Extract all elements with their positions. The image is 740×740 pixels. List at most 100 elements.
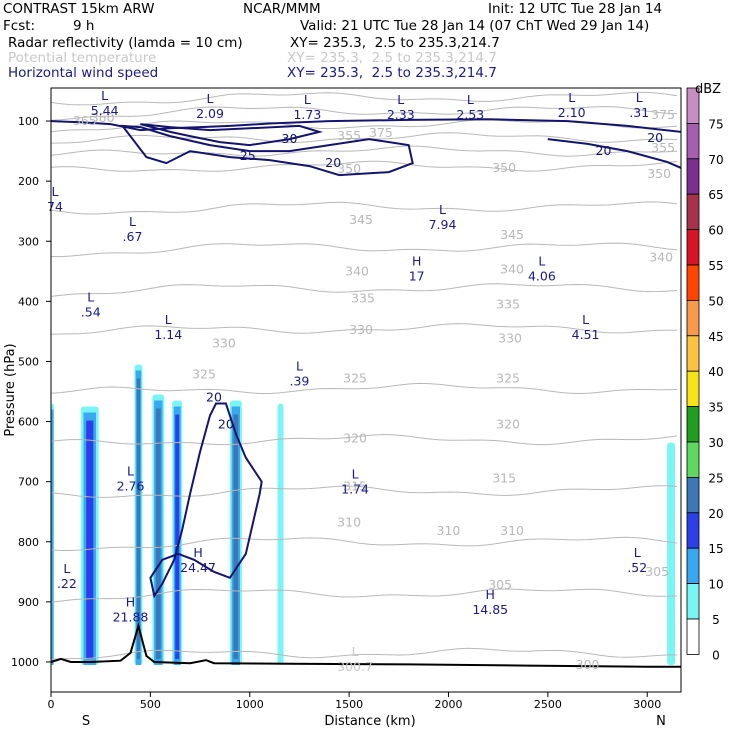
- colorbar-swatch: [686, 123, 700, 160]
- wind-label: 30: [282, 131, 298, 146]
- colorbar-tick-label: 10: [708, 578, 723, 592]
- theta-label: 300: [576, 657, 600, 672]
- wind-label: 20: [647, 130, 663, 145]
- theta-label: 375: [651, 107, 675, 122]
- theta-label: 360: [91, 110, 115, 125]
- y-tick-label: 200: [18, 175, 39, 188]
- extremum-value: 14.85: [472, 602, 508, 617]
- isentrope-line: [51, 434, 678, 446]
- y-tick-label: 1000: [11, 656, 39, 669]
- low-marker: L: [568, 90, 575, 105]
- axes: 0 500 1000 1500 2000 2500 3000 100 200 300 400 500 6…: [11, 115, 661, 711]
- extremum-value: 5.44: [91, 103, 119, 118]
- isentrope-line: [51, 201, 678, 215]
- theta-label: 310: [437, 523, 461, 538]
- extremum-value: 2.76: [117, 479, 145, 494]
- wind-label: 20: [325, 155, 341, 170]
- theta-layer: [51, 91, 678, 660]
- isentrope-line: [51, 132, 678, 144]
- colorbar-tick-label: 55: [708, 259, 723, 273]
- wind-label: 20: [218, 417, 234, 432]
- colorbar-swatch: [686, 299, 700, 337]
- low-marker: L: [582, 312, 589, 327]
- theta-label: 340: [345, 263, 369, 278]
- wind-contour-20: [51, 118, 681, 133]
- colorbar-tick-label: 35: [708, 401, 723, 415]
- north-label: N: [656, 714, 666, 729]
- colorbar-swatch: [686, 406, 700, 443]
- high-marker: H: [193, 545, 202, 560]
- colorbar-unit: dBZ: [695, 82, 721, 97]
- extremum-value: 2.33: [387, 107, 415, 122]
- field-xy-reflectivity: XY= 235.3, 2.5 to 235.3,214.7: [290, 35, 500, 51]
- colorbar-tick-label: 0: [712, 648, 720, 662]
- theta-label: 305: [645, 564, 669, 579]
- colorbar-swatch: [686, 193, 700, 230]
- reflectivity-column-core: [86, 420, 94, 659]
- theta-label: 315: [343, 478, 367, 493]
- theta-label: 365: [73, 113, 97, 128]
- valid-time: Valid: 21 UTC Tue 28 Jan 14 (07 ChT Wed …: [300, 18, 650, 34]
- extremum-value: .39: [289, 373, 309, 388]
- reflectivity-column: [277, 403, 284, 665]
- theta-label: 340: [649, 249, 673, 264]
- reflectivity-column-core: [175, 414, 180, 659]
- fcst-value: 9 h: [73, 18, 95, 34]
- colorbar-swatch: [686, 370, 700, 408]
- model-title: CONTRAST 15km ARW: [3, 1, 155, 17]
- high-marker: H: [126, 595, 135, 610]
- extremum-value: 2.09: [196, 106, 224, 121]
- x-axis-label: Distance (km): [324, 714, 415, 729]
- theta-label: 325: [192, 367, 216, 382]
- theta-label: 375: [369, 125, 393, 140]
- y-tick-label: 300: [18, 235, 39, 248]
- reflectivity-column-core: [233, 414, 239, 659]
- reflectivity-column-core: [136, 378, 141, 659]
- extremum-value: 24.47: [180, 560, 216, 575]
- wind-label: 20: [206, 390, 222, 405]
- wind-contour-midlevel: [149, 402, 263, 599]
- extremum-value: .67: [123, 229, 143, 244]
- extremum-value: 1.74: [341, 482, 369, 497]
- low-marker: L: [636, 90, 643, 105]
- high-marker: H: [412, 253, 421, 268]
- extremum-value: .22: [57, 576, 77, 591]
- theta-label: 330: [349, 322, 373, 337]
- low-marker: L: [538, 253, 545, 268]
- low-marker: L: [352, 644, 359, 659]
- low-marker: L: [207, 91, 214, 106]
- wind-layer: [51, 118, 681, 599]
- field-name-wind: Horizontal wind speed: [8, 65, 159, 81]
- y-tick-label: 500: [18, 355, 39, 368]
- high-marker: H: [486, 587, 495, 602]
- isentrope-line: [51, 242, 678, 258]
- x-tick-label: 3000: [633, 698, 661, 711]
- extremum-value: .31: [629, 105, 649, 120]
- low-marker: L: [352, 467, 359, 482]
- isentrope-line: [51, 647, 678, 660]
- theta-label: 315: [492, 471, 516, 486]
- low-marker: L: [63, 561, 70, 576]
- low-marker: L: [439, 202, 446, 217]
- terrain-line: [50, 622, 681, 668]
- colorbar-tick-label: 25: [708, 471, 723, 485]
- theta-label: 320: [343, 430, 367, 445]
- x-tick-label: 1500: [335, 698, 363, 711]
- x-tick-label: 1000: [236, 698, 264, 711]
- colorbar-swatch: [686, 618, 700, 655]
- isentrope-line: [51, 323, 678, 335]
- extremum-value: 2.53: [456, 107, 484, 122]
- extremum-value: 7.94: [429, 217, 457, 232]
- colorbar-swatch: [686, 335, 700, 372]
- reflectivity-column: [667, 442, 676, 665]
- colorbar-tick-label: 30: [708, 436, 723, 450]
- wind-contour-30: [140, 123, 324, 147]
- wind-label: 20: [596, 143, 612, 158]
- isentrope-line: [51, 283, 678, 297]
- low-marker: L: [467, 92, 474, 107]
- south-label: S: [82, 714, 90, 729]
- colorbar-tick-label: 60: [708, 224, 723, 238]
- low-marker: L: [397, 92, 404, 107]
